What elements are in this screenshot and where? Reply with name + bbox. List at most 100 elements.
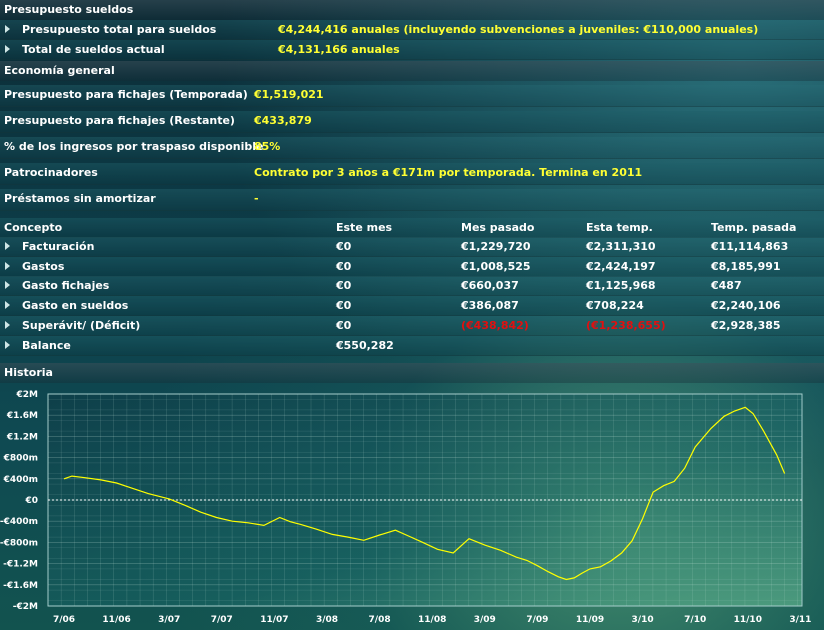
- cell-this-month: €0: [336, 240, 352, 253]
- x-tick-label: 11/08: [418, 615, 446, 625]
- row-label: Facturación: [22, 240, 95, 253]
- history-chart: €2M €1.6M €1.2M €800m €400m €0 -€400m -€800m -€1…: [0, 390, 811, 625]
- table-row[interactable]: Gasto fichajes €0 €660,037 €1,125,968 €4…: [0, 276, 824, 296]
- cell-last-season: €8,185,991: [711, 260, 781, 273]
- row-value: Contrato por 3 años a €171m por temporad…: [254, 166, 643, 179]
- expand-arrow-icon[interactable]: [5, 242, 10, 250]
- column-header-last-season: Temp. pasada: [711, 221, 797, 234]
- economy-row-transfer-remaining: Presupuesto para fichajes (Restante) €43…: [0, 111, 824, 133]
- cell-last-month: €1,229,720: [461, 240, 531, 253]
- x-tick-label: 11/09: [576, 615, 604, 625]
- row-label: Préstamos sin amortizar: [4, 192, 156, 205]
- expand-arrow-icon[interactable]: [5, 262, 10, 270]
- expand-arrow-icon[interactable]: [5, 281, 10, 289]
- table-row[interactable]: Superávit/ (Déficit) €0 (€438,842) (€1,2…: [0, 316, 824, 336]
- cell-this-season: €2,424,197: [586, 260, 656, 273]
- y-tick-label: -€800m: [0, 538, 38, 548]
- column-header-last-month: Mes pasado: [461, 221, 535, 234]
- cell-last-month: €660,037: [461, 279, 519, 292]
- y-tick-label: €800m: [3, 454, 38, 464]
- y-tick-label: -€400m: [0, 517, 38, 527]
- x-tick-label: 3/09: [474, 615, 496, 625]
- row-label: Superávit/ (Déficit): [22, 319, 141, 332]
- y-axis: €2M €1.6M €1.2M €800m €400m €0 -€400m -€800m -€1…: [0, 390, 38, 612]
- history-line: [63, 406, 786, 581]
- y-tick-label: €0: [24, 496, 38, 506]
- table-row[interactable]: Facturación €0 €1,229,720 €2,311,310 €11…: [0, 237, 824, 257]
- cell-this-month: €0: [336, 319, 352, 332]
- row-label: Presupuesto para fichajes (Restante): [4, 114, 235, 127]
- cell-this-month: €550,282: [336, 339, 394, 352]
- x-tick-label: 11/06: [102, 615, 130, 625]
- x-tick-label: 3/07: [158, 615, 180, 625]
- cell-last-month: €1,008,525: [461, 260, 531, 273]
- economy-row-loans: Préstamos sin amortizar -: [0, 189, 824, 211]
- cell-last-season: €487: [711, 279, 742, 292]
- x-tick-label: 7/06: [53, 615, 75, 625]
- cell-this-month: €0: [336, 299, 352, 312]
- table-row[interactable]: Gastos €0 €1,008,525 €2,424,197 €8,185,9…: [0, 257, 824, 277]
- row-value: -: [254, 192, 259, 205]
- cell-last-month: €386,087: [461, 299, 519, 312]
- expand-arrow-icon[interactable]: [5, 341, 10, 349]
- x-tick-label: 7/08: [369, 615, 391, 625]
- y-tick-label: -€1.6M: [3, 581, 38, 591]
- economy-row-sponsors: Patrocinadores Contrato por 3 años a €17…: [0, 163, 824, 185]
- x-tick-label: 3/08: [316, 615, 338, 625]
- x-tick-label: 3/10: [632, 615, 654, 625]
- cell-this-season-deficit: (€1,238,655): [586, 319, 666, 332]
- y-tick-label: -€1.2M: [3, 560, 38, 570]
- expand-arrow-icon[interactable]: [5, 25, 10, 33]
- x-tick-label: 3/11: [789, 615, 811, 625]
- cell-last-season: €2,240,106: [711, 299, 781, 312]
- table-row[interactable]: Balance €550,282: [0, 336, 824, 356]
- cell-this-month: €0: [336, 260, 352, 273]
- row-value: 85%: [254, 140, 281, 153]
- economy-row-income-percent: % de los ingresos por traspaso disponibl…: [0, 137, 824, 159]
- cell-last-season: €2,928,385: [711, 319, 781, 332]
- expand-arrow-icon[interactable]: [5, 301, 10, 309]
- x-tick-label: 11/07: [260, 615, 288, 625]
- row-label: Total de sueldos actual: [22, 43, 165, 56]
- economy-row-transfer-budget: Presupuesto para fichajes (Temporada) €1…: [0, 85, 824, 107]
- x-tick-label: 11/10: [734, 615, 762, 625]
- y-tick-label: €400m: [3, 475, 38, 485]
- row-label: Presupuesto total para sueldos: [22, 23, 217, 36]
- cell-this-month: €0: [336, 279, 352, 292]
- row-value: €433,879: [254, 114, 312, 127]
- cell-this-season: €1,125,968: [586, 279, 656, 292]
- cell-this-season: €2,311,310: [586, 240, 656, 253]
- y-tick-label: €2M: [16, 390, 39, 400]
- cell-last-season: €11,114,863: [711, 240, 789, 253]
- row-label: Gasto fichajes: [22, 279, 110, 292]
- row-label: Presupuesto para fichajes (Temporada): [4, 88, 248, 101]
- cell-last-month-deficit: (€438,842): [461, 319, 529, 332]
- expand-arrow-icon[interactable]: [5, 45, 10, 53]
- column-header-concept: Concepto: [4, 221, 63, 234]
- column-header-this-season: Esta temp.: [586, 221, 653, 234]
- row-value: €4,131,166 anuales: [278, 43, 400, 56]
- row-label: Balance: [22, 339, 71, 352]
- y-tick-label: €1.2M: [6, 432, 38, 442]
- table-row[interactable]: Gasto en sueldos €0 €386,087 €708,224 €2…: [0, 296, 824, 316]
- budget-row-current[interactable]: Total de sueldos actual €4,131,166 anual…: [0, 40, 824, 60]
- x-axis: 7/06 11/06 3/07 7/07 11/07 3/08 7/08 11/08 3/09 7…: [53, 615, 811, 625]
- budget-header: Presupuesto sueldos: [0, 0, 824, 20]
- history-header: Historia: [0, 363, 824, 383]
- x-tick-label: 7/10: [684, 615, 706, 625]
- cell-this-season: €708,224: [586, 299, 644, 312]
- economy-header: Economía general: [0, 61, 824, 81]
- y-tick-label: €1.6M: [6, 411, 38, 421]
- row-label: Gasto en sueldos: [22, 299, 129, 312]
- row-value: €4,244,416 anuales (incluyendo subvencio…: [278, 23, 759, 36]
- column-header-this-month: Este mes: [336, 221, 393, 234]
- expand-arrow-icon[interactable]: [5, 321, 10, 329]
- x-tick-label: 7/09: [526, 615, 548, 625]
- budget-row-total[interactable]: Presupuesto total para sueldos €4,244,41…: [0, 20, 824, 40]
- x-tick-label: 7/07: [211, 615, 233, 625]
- y-tick-label: -€2M: [13, 602, 38, 612]
- row-label: Gastos: [22, 260, 65, 273]
- table-header: Concepto Este mes Mes pasado Esta temp. …: [0, 218, 824, 238]
- row-label: Patrocinadores: [4, 166, 98, 179]
- row-value: €1,519,021: [254, 88, 324, 101]
